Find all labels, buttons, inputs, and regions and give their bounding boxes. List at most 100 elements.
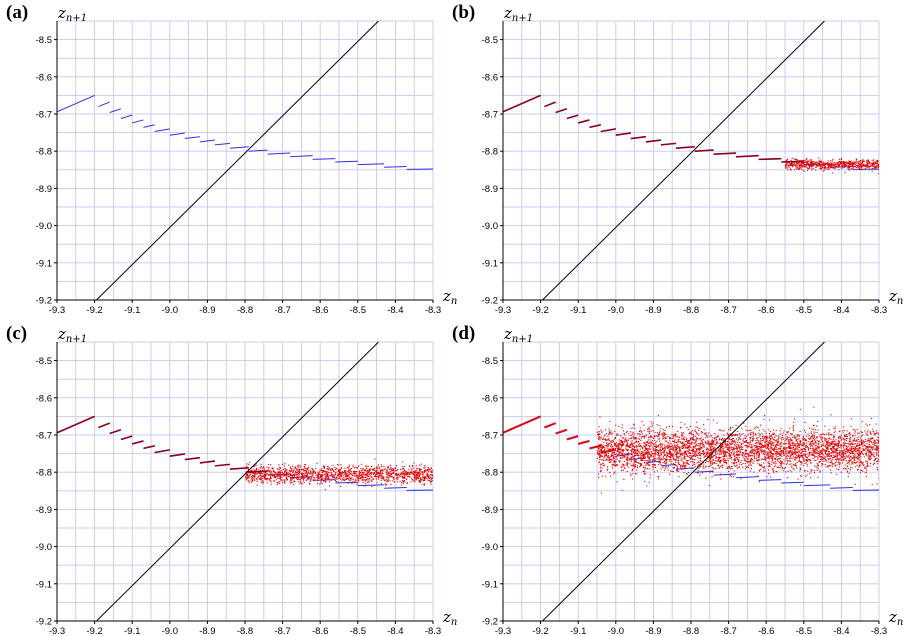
- noise-point: [337, 473, 339, 475]
- noise-point: [303, 467, 305, 469]
- noise-point: [866, 163, 868, 165]
- noise-point: [639, 445, 642, 447]
- noise-point: [770, 447, 772, 449]
- noise-point: [302, 475, 304, 477]
- noise-point: [386, 479, 388, 481]
- noise-point: [836, 464, 838, 466]
- noise-point: [860, 161, 862, 163]
- noise-point: [688, 457, 691, 459]
- x-tick-label: -8.8: [683, 305, 699, 316]
- noise-point: [870, 165, 872, 167]
- noise-point: [837, 165, 839, 167]
- map-segment: [312, 158, 336, 160]
- noise-point: [426, 475, 428, 477]
- noise-point: [867, 162, 869, 164]
- noise-point: [851, 162, 853, 164]
- noise-point: [379, 472, 382, 474]
- noise-point: [336, 467, 338, 469]
- noise-point: [361, 469, 363, 471]
- noise-point: [703, 429, 705, 431]
- noise-point: [867, 166, 869, 168]
- noise-point: [786, 165, 788, 167]
- noise-point: [851, 451, 853, 453]
- noise-point: [763, 452, 765, 454]
- noise-point: [646, 485, 648, 487]
- noise-point: [649, 454, 651, 456]
- noise-point: [683, 445, 685, 447]
- noise-point: [616, 442, 618, 444]
- noise-point: [415, 465, 417, 467]
- noise-point: [824, 425, 826, 427]
- noise-point: [765, 442, 767, 444]
- noise-point: [729, 449, 731, 451]
- noise-point: [361, 477, 363, 479]
- noise-point: [704, 455, 706, 457]
- noise-point: [817, 162, 819, 164]
- noise-point: [757, 427, 759, 429]
- noise-point: [389, 468, 391, 471]
- map-segment: [98, 101, 110, 108]
- noise-point: [782, 432, 784, 434]
- noise-point: [711, 462, 713, 464]
- noise-point: [655, 442, 657, 444]
- noise-point: [278, 475, 280, 477]
- noise-point: [260, 466, 262, 468]
- noise-point: [649, 445, 651, 448]
- noise-point: [872, 431, 874, 433]
- noise-point: [626, 455, 628, 457]
- noise-point: [872, 437, 874, 439]
- noise-point: [365, 480, 367, 482]
- noise-point: [866, 463, 869, 465]
- noise-point: [345, 475, 347, 477]
- noise-point: [729, 457, 731, 460]
- noise-point: [790, 164, 792, 166]
- noise-point: [674, 449, 676, 451]
- noise-point: [309, 470, 311, 472]
- noise-point: [339, 473, 341, 475]
- noise-point: [807, 161, 809, 163]
- noise-point: [820, 166, 822, 168]
- noise-point: [842, 462, 844, 464]
- noise-point: [815, 164, 817, 166]
- noise-point: [630, 461, 632, 463]
- noise-point: [812, 162, 814, 164]
- noise-point: [720, 453, 722, 455]
- noise-point: [812, 440, 814, 442]
- noise-point: [373, 472, 375, 475]
- noise-point: [862, 162, 864, 164]
- noise-point: [269, 478, 271, 480]
- noise-point: [354, 475, 356, 477]
- noise-point: [802, 166, 804, 168]
- noise-point: [597, 447, 599, 449]
- noise-point: [365, 474, 367, 476]
- noise-point: [799, 408, 801, 410]
- noise-point: [291, 481, 293, 483]
- noise-point: [804, 455, 807, 457]
- noise-point: [300, 482, 302, 484]
- noise-point: [858, 167, 860, 169]
- noise-point: [317, 480, 319, 482]
- noise-point: [829, 167, 831, 169]
- noise-point: [813, 164, 815, 166]
- noise-point: [820, 449, 822, 451]
- noise-point: [260, 472, 262, 474]
- noise-point: [304, 472, 306, 474]
- noise-point: [736, 444, 738, 446]
- noise-point: [841, 444, 843, 446]
- noise-point: [328, 478, 330, 480]
- noise-point: [610, 433, 612, 435]
- noise-point: [871, 170, 873, 172]
- noise-point: [847, 446, 849, 448]
- noise-point: [728, 449, 730, 451]
- noise-point: [385, 478, 387, 480]
- panel-b-y-axis-label: zn+1: [503, 4, 533, 24]
- noise-point: [313, 470, 315, 472]
- noise-point: [685, 440, 687, 443]
- noise-point: [856, 429, 858, 431]
- noise-point: [322, 471, 324, 473]
- noise-point: [717, 459, 719, 461]
- noise-point: [703, 424, 705, 426]
- noise-point: [750, 464, 752, 466]
- noise-point: [767, 456, 769, 458]
- noise-point: [826, 162, 828, 164]
